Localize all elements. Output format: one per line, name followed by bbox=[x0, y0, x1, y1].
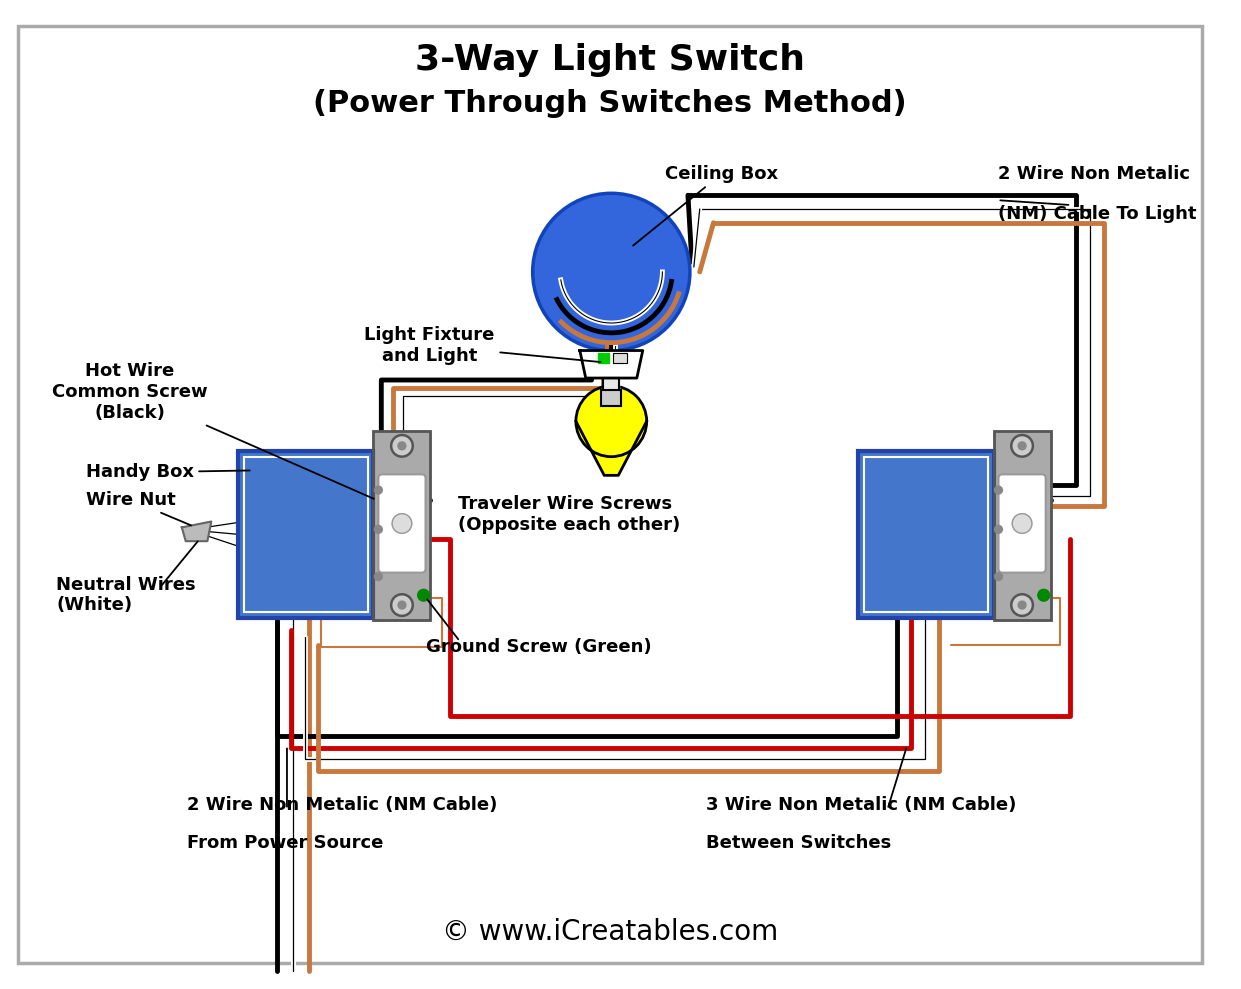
Bar bbox=[858, 451, 994, 618]
Bar bbox=[602, 390, 620, 405]
Text: Between Switches: Between Switches bbox=[706, 834, 891, 853]
Text: Light Fixture
and Light: Light Fixture and Light bbox=[365, 326, 601, 365]
Text: (NM) Cable To Light: (NM) Cable To Light bbox=[998, 205, 1196, 224]
Text: Ceiling Box: Ceiling Box bbox=[633, 164, 778, 245]
Circle shape bbox=[1037, 589, 1050, 601]
Bar bbox=[858, 451, 994, 618]
Bar bbox=[238, 451, 374, 618]
Bar bbox=[238, 451, 374, 618]
Bar bbox=[994, 431, 1051, 620]
Circle shape bbox=[375, 525, 382, 533]
Polygon shape bbox=[182, 521, 211, 541]
Bar bbox=[864, 457, 988, 612]
Text: © www.iCreatables.com: © www.iCreatables.com bbox=[442, 919, 778, 946]
Polygon shape bbox=[580, 350, 643, 378]
Circle shape bbox=[994, 487, 1003, 494]
Bar bbox=[597, 353, 609, 363]
Text: Handy Box: Handy Box bbox=[86, 464, 249, 482]
Circle shape bbox=[398, 601, 406, 609]
Text: Hot Wire
Common Screw
(Black): Hot Wire Common Screw (Black) bbox=[52, 362, 374, 498]
Circle shape bbox=[532, 193, 690, 350]
Text: Traveler Wire Screws
(Opposite each other): Traveler Wire Screws (Opposite each othe… bbox=[458, 495, 680, 534]
Circle shape bbox=[1011, 435, 1033, 457]
Circle shape bbox=[994, 573, 1003, 581]
Circle shape bbox=[392, 513, 412, 533]
Bar bbox=[603, 378, 619, 392]
Bar bbox=[994, 431, 1051, 620]
Polygon shape bbox=[576, 421, 647, 476]
Circle shape bbox=[375, 573, 382, 581]
Text: Neutral Wires
(White): Neutral Wires (White) bbox=[56, 576, 196, 614]
Circle shape bbox=[994, 525, 1003, 533]
Circle shape bbox=[418, 589, 429, 601]
Bar bbox=[602, 390, 620, 405]
Bar bbox=[374, 431, 431, 620]
Circle shape bbox=[1011, 594, 1033, 616]
FancyBboxPatch shape bbox=[379, 475, 426, 573]
Circle shape bbox=[1018, 442, 1026, 450]
FancyBboxPatch shape bbox=[999, 475, 1046, 573]
Circle shape bbox=[576, 386, 647, 457]
Bar bbox=[613, 353, 627, 363]
Text: 2 Wire Non Metalic (NM Cable): 2 Wire Non Metalic (NM Cable) bbox=[186, 796, 498, 814]
Bar bbox=[374, 431, 431, 620]
Bar bbox=[613, 353, 627, 363]
Text: 3-Way Light Switch: 3-Way Light Switch bbox=[414, 43, 805, 76]
Circle shape bbox=[1013, 513, 1033, 533]
Bar bbox=[243, 457, 367, 612]
Text: Ground Screw (Green): Ground Screw (Green) bbox=[426, 638, 652, 657]
Text: (Power Through Switches Method): (Power Through Switches Method) bbox=[313, 89, 907, 119]
Bar bbox=[603, 378, 619, 392]
Text: From Power Source: From Power Source bbox=[186, 834, 383, 853]
Circle shape bbox=[398, 442, 406, 450]
Circle shape bbox=[391, 594, 413, 616]
Text: Wire Nut: Wire Nut bbox=[86, 491, 191, 525]
Text: 3 Wire Non Metalic (NM Cable): 3 Wire Non Metalic (NM Cable) bbox=[706, 796, 1016, 814]
Circle shape bbox=[391, 435, 413, 457]
Text: 2 Wire Non Metalic: 2 Wire Non Metalic bbox=[998, 165, 1190, 183]
Circle shape bbox=[1018, 601, 1026, 609]
Circle shape bbox=[375, 487, 382, 494]
